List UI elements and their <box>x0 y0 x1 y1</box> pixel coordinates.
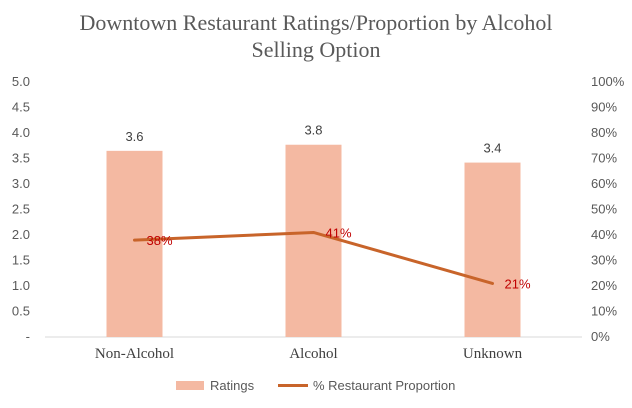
left-tick-label: - <box>26 329 30 344</box>
legend-label-ratings: Ratings <box>210 378 255 393</box>
line-data-label: 38% <box>147 233 173 248</box>
bar-data-label: 3.8 <box>304 123 322 138</box>
left-tick-label: 1.5 <box>12 253 30 268</box>
right-tick-label: 10% <box>591 304 617 319</box>
bar-non-alcohol <box>106 150 163 337</box>
right-tick-label: 40% <box>591 227 617 242</box>
x-axis-categories: Non-Alcohol Alcohol Unknown <box>95 346 523 362</box>
right-tick-label: 30% <box>591 253 617 268</box>
left-y-axis: - 0.5 1.0 1.5 2.0 2.5 3.0 3.5 4.0 4.5 5.0 <box>12 74 30 344</box>
category-label: Unknown <box>463 346 523 362</box>
proportion-line <box>133 230 494 285</box>
chart-title-line-2: Selling Option <box>252 37 381 62</box>
right-tick-label: 80% <box>591 125 617 140</box>
category-label: Alcohol <box>289 346 337 362</box>
bar-data-label: 3.6 <box>125 129 143 144</box>
chart-title-line-1: Downtown Restaurant Ratings/Proportion b… <box>80 10 553 35</box>
line-series-proportion <box>133 230 494 285</box>
category-label: Non-Alcohol <box>95 346 174 362</box>
bar-unknown <box>464 162 521 337</box>
left-tick-label: 2.0 <box>12 227 30 242</box>
bar-data-labels: 3.6 3.8 3.4 <box>125 123 501 156</box>
left-tick-label: 0.5 <box>12 304 30 319</box>
bar-series-ratings <box>106 144 521 337</box>
bar-alcohol <box>285 144 342 337</box>
legend-label-proportion: % Restaurant Proportion <box>313 378 455 393</box>
legend-swatch-ratings <box>176 381 204 390</box>
chart-title: Downtown Restaurant Ratings/Proportion b… <box>80 10 553 62</box>
right-tick-label: 0% <box>591 329 610 344</box>
right-tick-label: 100% <box>591 74 625 89</box>
left-tick-label: 3.5 <box>12 151 30 166</box>
right-tick-label: 20% <box>591 278 617 293</box>
left-tick-label: 4.5 <box>12 100 30 115</box>
left-tick-label: 4.0 <box>12 125 30 140</box>
left-tick-label: 3.0 <box>12 176 30 191</box>
line-data-label: 21% <box>505 276 531 291</box>
left-tick-label: 5.0 <box>12 74 30 89</box>
right-tick-label: 50% <box>591 202 617 217</box>
right-tick-label: 90% <box>591 100 617 115</box>
line-data-labels: 38% 41% 21% <box>147 225 531 291</box>
right-y-axis: 0% 10% 20% 30% 40% 50% 60% 70% 80% 90% 100% <box>591 74 625 344</box>
right-tick-label: 60% <box>591 176 617 191</box>
legend: Ratings % Restaurant Proportion <box>176 378 455 393</box>
left-tick-label: 1.0 <box>12 278 30 293</box>
right-tick-label: 70% <box>591 151 617 166</box>
bar-data-label: 3.4 <box>483 141 501 156</box>
line-data-label: 41% <box>326 225 352 240</box>
left-tick-label: 2.5 <box>12 202 30 217</box>
